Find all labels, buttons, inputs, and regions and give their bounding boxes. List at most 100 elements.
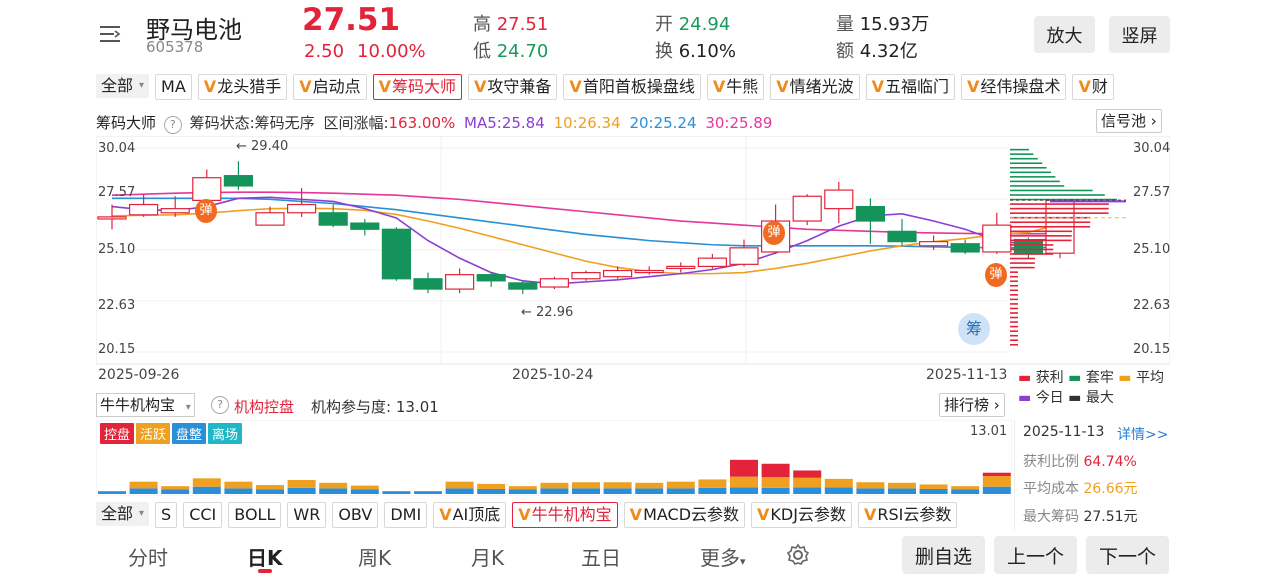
tag-item[interactable]: V 牛牛机构宝 <box>512 502 618 528</box>
settings-gear-icon[interactable] <box>786 543 810 571</box>
next-stock-button[interactable]: 下一个 <box>1086 536 1169 574</box>
tab-weekly-k[interactable]: 周K <box>358 546 392 570</box>
remove-watchlist-button[interactable]: 删自选 <box>902 536 985 574</box>
tag-item[interactable]: DMI <box>384 502 428 528</box>
chip-legend: ▬ 获利 ▬ 套牢 ▬ 平均 ▬ 今日 ▬ 最大 <box>1018 370 1164 406</box>
tab-more[interactable]: 更多▾ <box>700 546 746 570</box>
tag-item[interactable]: V 筹码大师 <box>372 74 463 100</box>
jigou-bar-blue <box>445 488 474 494</box>
candle-body <box>539 278 569 288</box>
candle-body <box>287 203 317 214</box>
detail-link[interactable]: 详情>> <box>1117 427 1169 443</box>
x-tick-0: 2025-09-26 <box>98 367 180 383</box>
chip-bar <box>1010 157 1038 160</box>
tag-item[interactable]: V 首阳首板操盘线 <box>563 74 701 100</box>
tag-item[interactable]: V AI顶底 <box>433 502 507 528</box>
jigou-bar-orange <box>161 486 190 490</box>
chip-bar <box>1010 253 1054 255</box>
zoom-button[interactable]: 放大 <box>1034 16 1095 53</box>
jigou-bar-orange <box>256 485 284 490</box>
tag-item[interactable]: 全部 ▾ <box>96 74 150 98</box>
tag-item[interactable]: CCI <box>183 502 223 528</box>
tag-label: AI顶底 <box>452 505 501 524</box>
candlestick-chart[interactable] <box>96 136 1170 388</box>
tag-label: 启动点 <box>312 77 361 96</box>
chip-badge-icon[interactable]: 筹 <box>958 313 990 345</box>
chip-bar <box>1010 239 1072 242</box>
jigou-bar-blue <box>350 489 379 494</box>
tag-item[interactable]: V 龙头猎手 <box>197 74 288 100</box>
chip-bar <box>1010 230 1072 233</box>
tag-label: 攻守兼备 <box>487 77 552 96</box>
help-icon[interactable]: ? <box>163 116 182 134</box>
chip-bar <box>1010 216 1091 219</box>
tag-item[interactable]: V 情绪光波 <box>770 74 860 100</box>
chip-bar <box>1010 221 1091 224</box>
tag-item[interactable]: V 经伟操盘术 <box>961 74 1067 100</box>
signal-pool-button[interactable]: 信号池 › <box>1096 109 1162 133</box>
chip-bar <box>1010 280 1018 283</box>
current-price: 27.51 <box>302 2 401 38</box>
candle-body <box>476 274 506 282</box>
candle-body <box>223 175 253 187</box>
chip-bar <box>1010 262 1035 264</box>
rank-button[interactable]: 排行榜 › <box>939 393 1005 417</box>
x-tick-2: 2025-11-13 <box>926 367 1008 383</box>
jigou-bar-orange <box>698 479 727 488</box>
jigou-bar-orange <box>192 478 221 487</box>
tag-item[interactable]: V MACD云参数 <box>623 502 746 528</box>
tag-label: 首阳首板操盘线 <box>582 77 695 96</box>
bounce-marker[interactable]: 弹 <box>763 221 785 245</box>
tab-minute[interactable]: 分时 <box>128 546 168 570</box>
tag-item[interactable]: 全部 ▾ <box>96 502 150 526</box>
menu-icon[interactable] <box>98 24 122 44</box>
tag-label: 五福临门 <box>885 77 950 96</box>
tag-item[interactable]: OBV <box>332 502 379 528</box>
chip-bar <box>1010 203 1109 205</box>
candle-body <box>792 195 822 222</box>
y-tick-left-1: 27.57 <box>98 185 136 200</box>
bounce-marker[interactable]: 弹 <box>985 263 1007 287</box>
chip-bar <box>1010 271 1018 273</box>
tag-item[interactable]: BOLL <box>228 502 282 528</box>
jigou-help-icon[interactable]: ? <box>211 396 229 414</box>
tag-item[interactable]: V 五福临门 <box>865 74 956 100</box>
jigou-bar-chart[interactable] <box>96 420 1012 496</box>
tag-item[interactable]: V RSI云参数 <box>857 502 958 528</box>
tag-item[interactable]: MA <box>155 74 192 100</box>
candle-body <box>729 247 759 265</box>
candle-body <box>634 269 664 274</box>
bounce-marker[interactable]: 弹 <box>195 199 217 223</box>
tag-item[interactable]: WR <box>287 502 327 528</box>
tab-monthly-k[interactable]: 月K <box>471 546 505 570</box>
tag-item[interactable]: V 启动点 <box>293 74 367 100</box>
tag-item[interactable]: V 牛熊 <box>706 74 765 100</box>
tab-daily-k[interactable]: 日K <box>247 546 283 570</box>
candle-body <box>603 269 633 278</box>
candle-body <box>318 212 348 226</box>
tag-item[interactable]: S <box>155 502 178 528</box>
chip-bar <box>1010 189 1093 192</box>
tag-item[interactable]: V 攻守兼备 <box>468 74 558 100</box>
jigou-bar-blue <box>982 486 1011 494</box>
chip-bar <box>1010 180 1060 183</box>
chip-bar <box>1010 312 1018 314</box>
tag-label: WR <box>293 505 321 524</box>
jigou-bar-orange <box>635 482 664 489</box>
chip-bar <box>1010 303 1018 305</box>
jigou-selector[interactable]: 牛牛机构宝 ▾ <box>96 393 195 417</box>
stock-name: 野马电池 <box>146 16 242 44</box>
jigou-bar-orange <box>508 486 537 490</box>
tab-five-day[interactable]: 五日 <box>581 546 621 570</box>
tag-label: CCI <box>189 505 217 524</box>
tag-item[interactable]: V KDJ云参数 <box>751 502 852 528</box>
v-icon: V <box>871 77 885 96</box>
portrait-button[interactable]: 竖屏 <box>1109 16 1170 53</box>
prev-stock-button[interactable]: 上一个 <box>994 536 1077 574</box>
jigou-bar-blue <box>919 488 948 494</box>
jigou-bar-blue <box>319 488 348 494</box>
max-chip: 最大筹码 27.51元 <box>1023 509 1138 525</box>
candle-body <box>508 282 538 290</box>
tag-label: OBV <box>338 505 373 524</box>
